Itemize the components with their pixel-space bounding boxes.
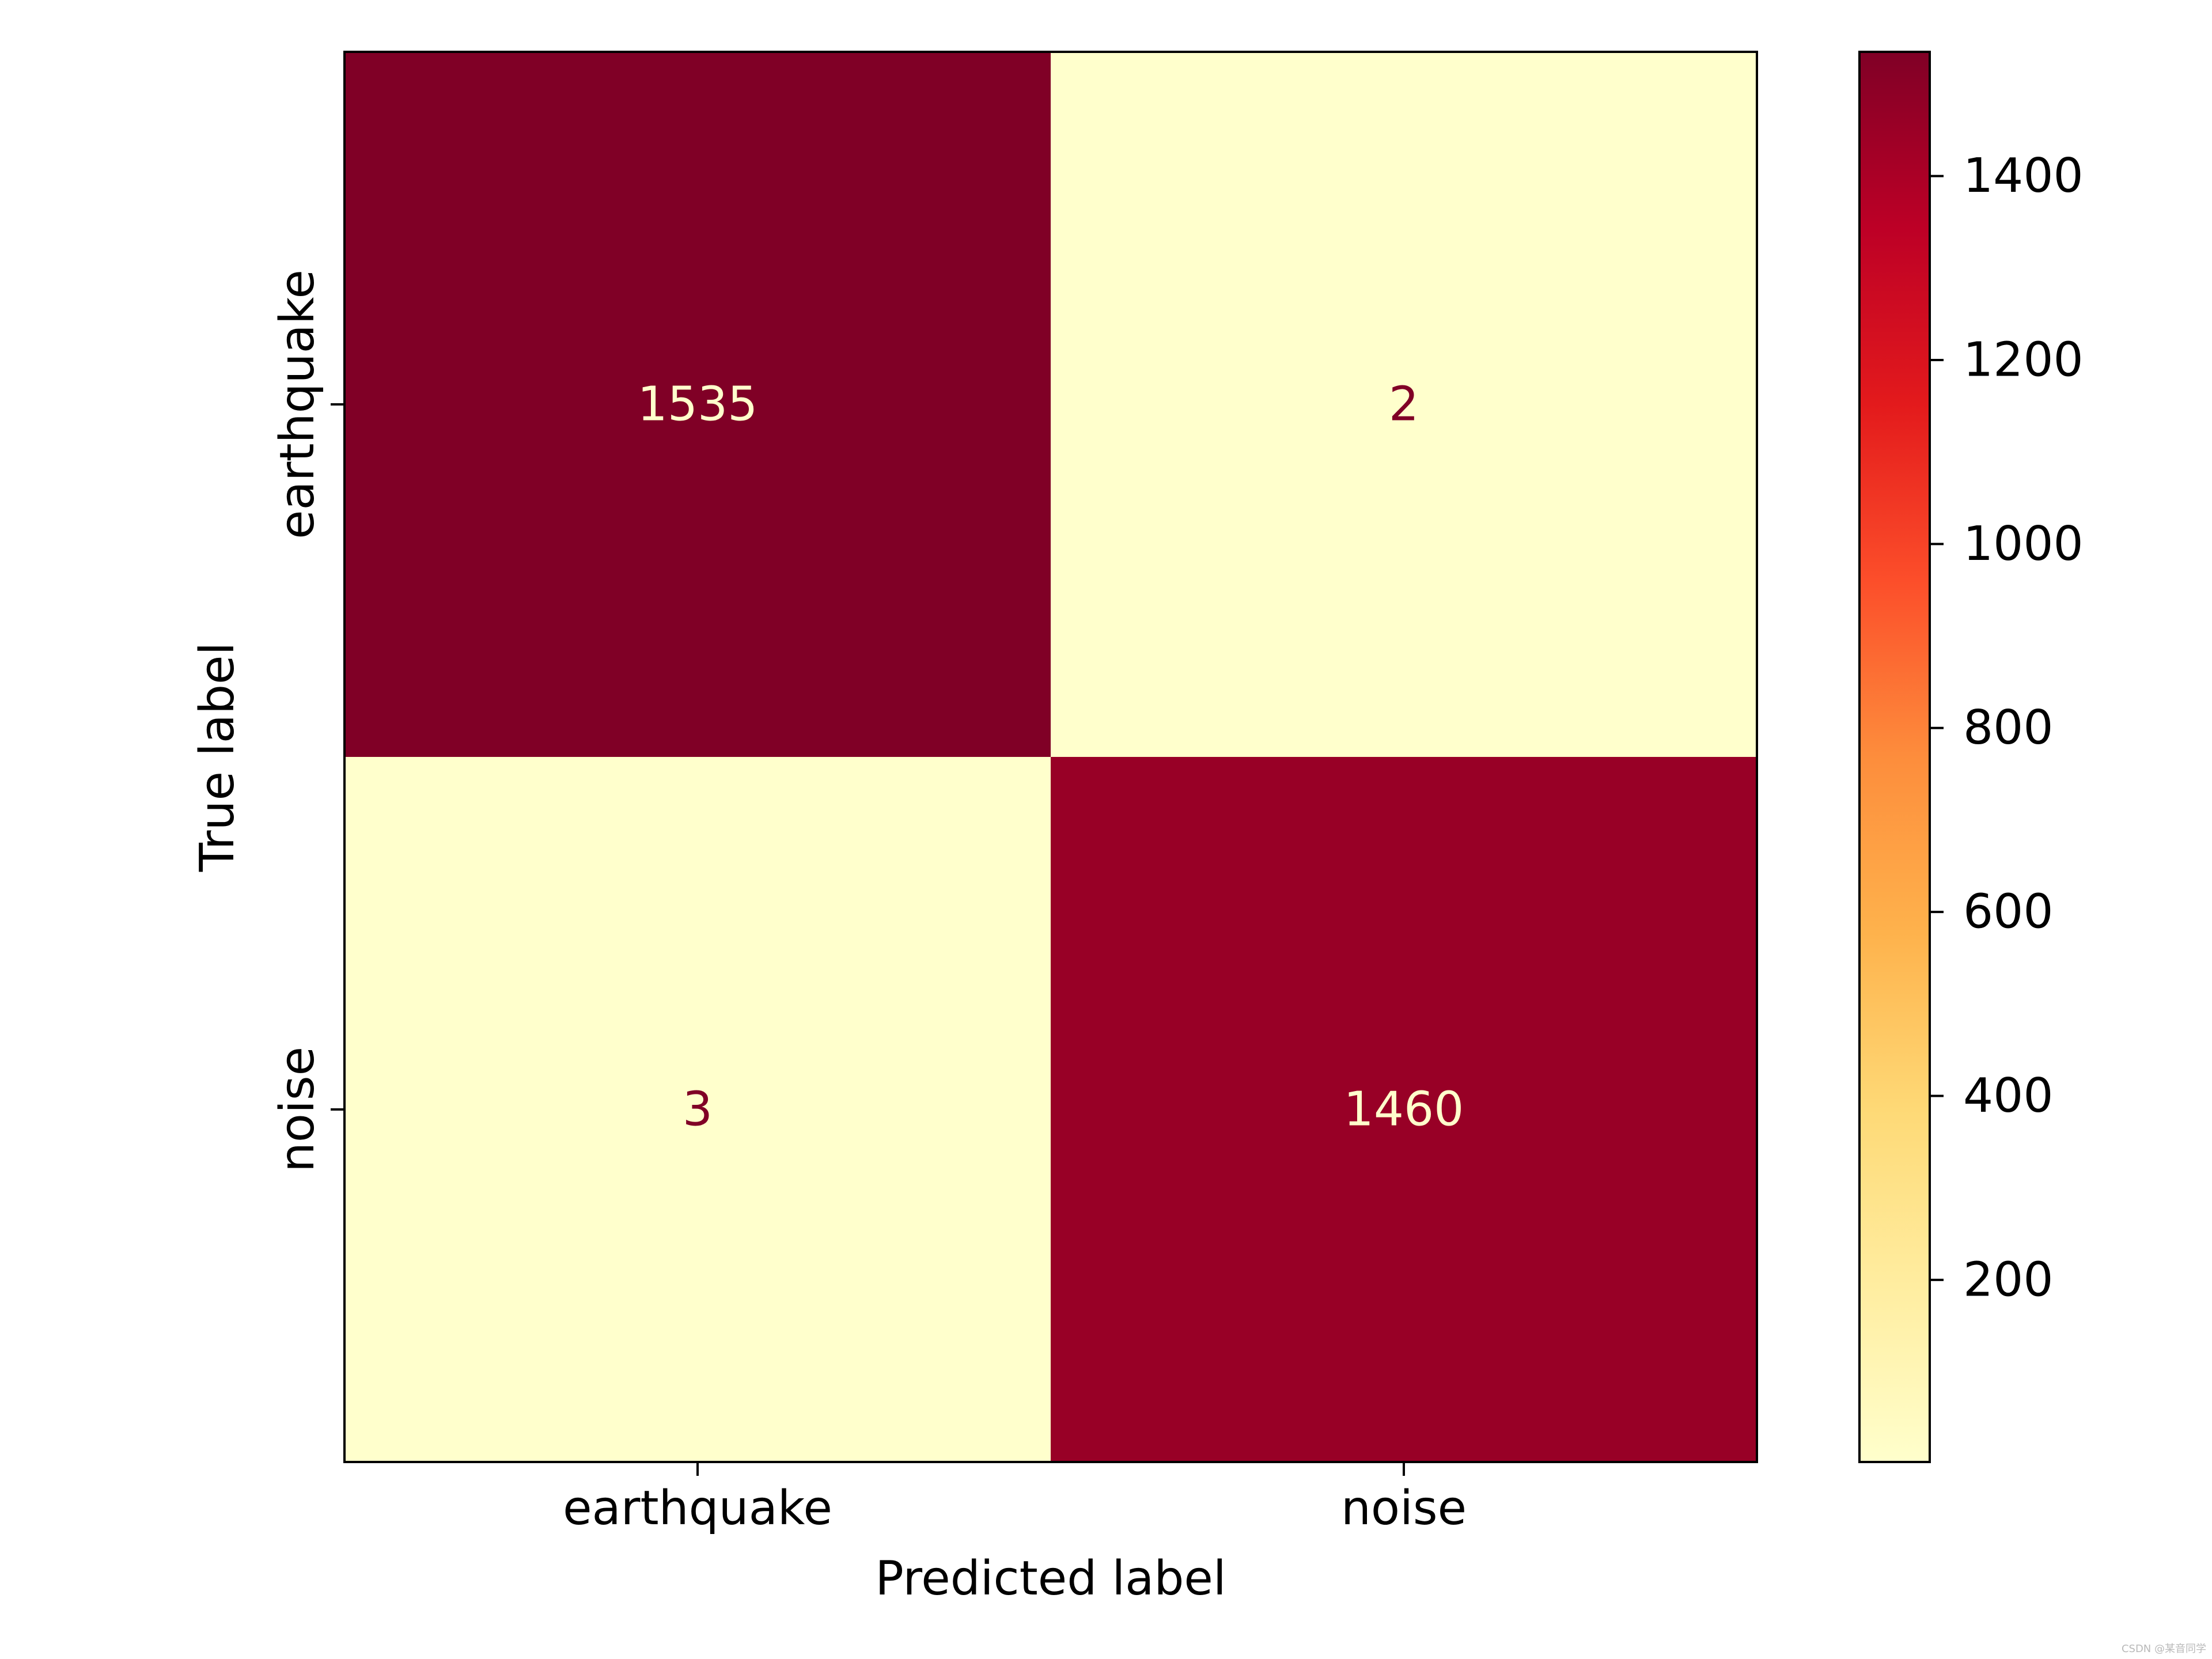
x-tick-label: noise — [1341, 1481, 1467, 1536]
y-axis-label: True label — [190, 642, 245, 873]
cell-value-label: 1535 — [638, 377, 758, 432]
heatmap-cell — [1051, 757, 1757, 1462]
colorbar-tick-label: 800 — [1963, 700, 2054, 755]
colorbar-tick-label: 200 — [1963, 1252, 2054, 1307]
y-tick-label: earthquake — [270, 270, 325, 539]
heatmap-cells — [344, 52, 1757, 1462]
y-axis-ticks: earthquake noise — [270, 270, 344, 1172]
plot-frame — [343, 51, 1758, 1463]
colorbar-tick-label: 1400 — [1963, 149, 2084, 203]
colorbar-ticks: 200 400 600 800 1000 1200 1400 — [1930, 149, 2084, 1307]
cell-value-label: 3 — [683, 1082, 713, 1137]
x-axis-label: Predicted label — [875, 1551, 1226, 1606]
heatmap-cell — [344, 52, 1051, 757]
colorbar-tick-label: 600 — [1963, 885, 2054, 940]
x-axis-ticks: earthquake noise — [563, 1462, 1467, 1536]
colorbar-frame — [1858, 51, 1931, 1463]
heatmap-cell — [1051, 52, 1757, 757]
colorbar-tick-label: 1000 — [1963, 517, 2084, 571]
colorbar — [1859, 52, 1930, 1462]
watermark: CSDN @某音同学 — [2121, 1643, 2206, 1655]
x-tick-label: earthquake — [563, 1481, 832, 1536]
heatmap-cell — [344, 757, 1051, 1462]
y-tick-label: noise — [270, 1047, 325, 1172]
colorbar-tick-label: 1200 — [1963, 332, 2084, 387]
heatmap-cell-labels: 1535 2 3 1460 — [638, 377, 1464, 1137]
cell-value-label: 1460 — [1344, 1082, 1464, 1137]
colorbar-tick-label: 400 — [1963, 1069, 2054, 1123]
cell-value-label: 2 — [1389, 377, 1419, 432]
